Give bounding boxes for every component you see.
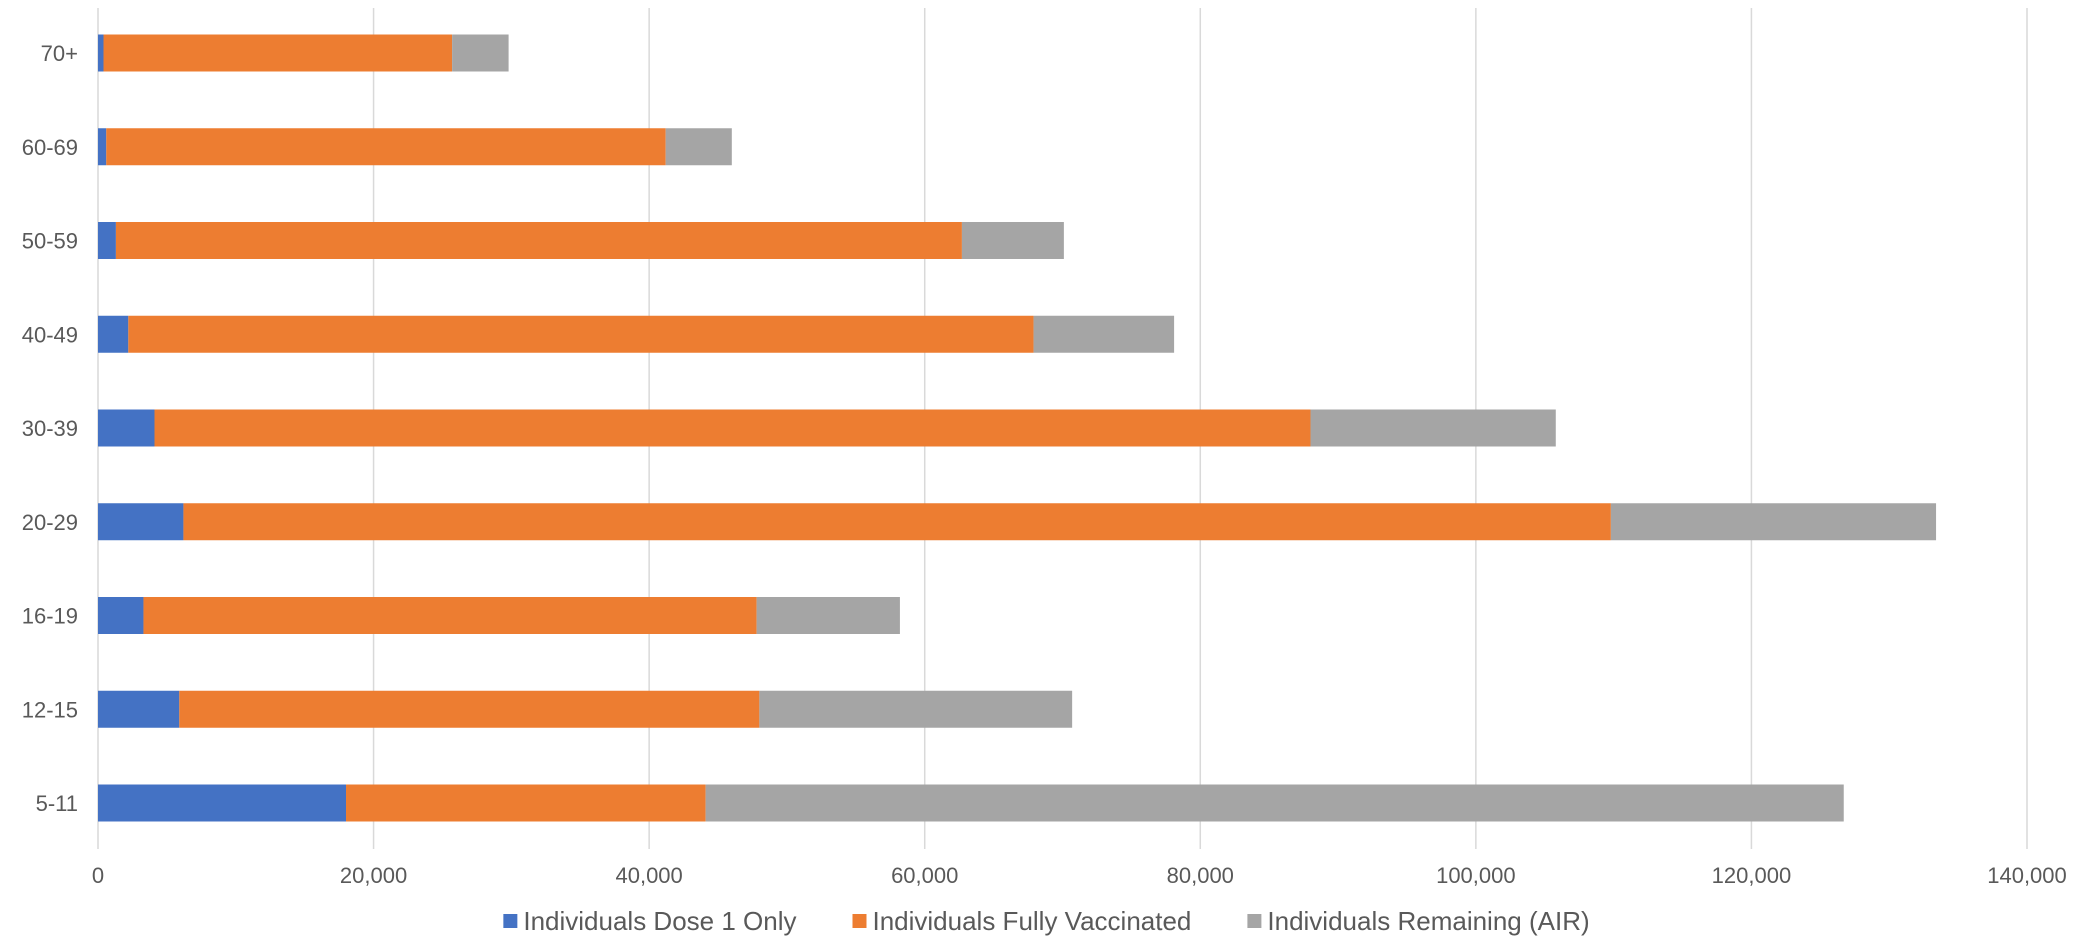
bar-segment [665, 128, 732, 166]
bar-segment [346, 784, 706, 822]
bar-segment [1310, 409, 1556, 447]
bar-segment [759, 690, 1073, 728]
bar-segment [98, 690, 180, 728]
bar-segment [115, 222, 962, 259]
x-tick-label: 120,000 [1712, 863, 1792, 888]
y-tick-label: 20-29 [22, 510, 78, 535]
x-tick-label: 60,000 [891, 863, 958, 888]
tick-labels: 0 20,000 40,000 60,000 80,000 100,000 120,000 1… [22, 41, 2067, 888]
x-tick-label: 40,000 [615, 863, 682, 888]
bar-segment [452, 34, 509, 72]
bar-segment [98, 128, 107, 166]
y-tick-label: 5-11 [36, 791, 78, 816]
legend: Individuals Dose 1 Only Individuals Fully… [503, 906, 1590, 936]
legend-swatch [1247, 914, 1262, 928]
x-tick-label: 0 [92, 863, 104, 888]
bar-segment [756, 597, 900, 634]
y-tick-label: 16-19 [22, 604, 78, 629]
bar-segment [183, 503, 1611, 541]
y-tick-label: 60-69 [22, 135, 78, 160]
bar-segment [128, 315, 1034, 353]
bar-segment [98, 784, 347, 822]
bar-segment [1033, 315, 1175, 353]
y-tick-label: 40-49 [22, 322, 78, 347]
x-tick-label: 100,000 [1436, 863, 1516, 888]
bar-segment [98, 597, 144, 634]
bar-segment [179, 690, 760, 728]
y-tick-label: 30-39 [22, 416, 78, 441]
x-tick-label: 140,000 [1987, 863, 2067, 888]
y-tick-label: 70+ [41, 41, 78, 66]
bar-segment [98, 222, 116, 259]
bar-segment [705, 784, 1844, 822]
bars [98, 34, 1937, 822]
bar-segment [98, 34, 104, 72]
bar-segment [1610, 503, 1937, 541]
bar-segment [154, 409, 1311, 447]
x-tick-label: 20,000 [340, 863, 407, 888]
bar-segment [103, 34, 453, 72]
y-tick-label: 12-15 [22, 697, 78, 722]
legend-label: Individuals Dose 1 Only [523, 906, 796, 936]
legend-label: Individuals Fully Vaccinated [872, 906, 1191, 936]
bar-segment [98, 409, 155, 447]
legend-label: Individuals Remaining (AIR) [1267, 906, 1589, 936]
bar-segment [106, 128, 666, 166]
bar-segment [98, 503, 184, 541]
legend-swatch [852, 914, 867, 928]
x-tick-label: 80,000 [1167, 863, 1234, 888]
legend-swatch [503, 914, 518, 928]
bar-segment [961, 222, 1064, 259]
y-tick-label: 50-59 [22, 229, 78, 254]
bar-segment [98, 315, 129, 353]
bar-segment [143, 597, 757, 634]
